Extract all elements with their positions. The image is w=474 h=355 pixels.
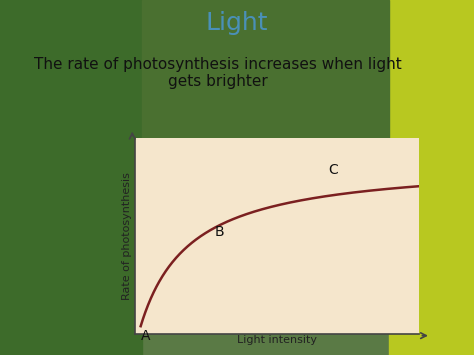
Text: C: C [328,163,338,176]
X-axis label: Light intensity: Light intensity [237,335,317,345]
Text: B: B [215,225,224,239]
Bar [0,0,142,355]
Y-axis label: Rate of photosynthesis: Rate of photosynthesis [122,172,132,300]
Text: The rate of photosynthesis increases when light
gets brighter: The rate of photosynthesis increases whe… [34,57,402,89]
Bar [142,0,389,160]
Bar [389,0,474,355]
Text: A: A [141,329,150,343]
Text: Light: Light [206,11,268,35]
